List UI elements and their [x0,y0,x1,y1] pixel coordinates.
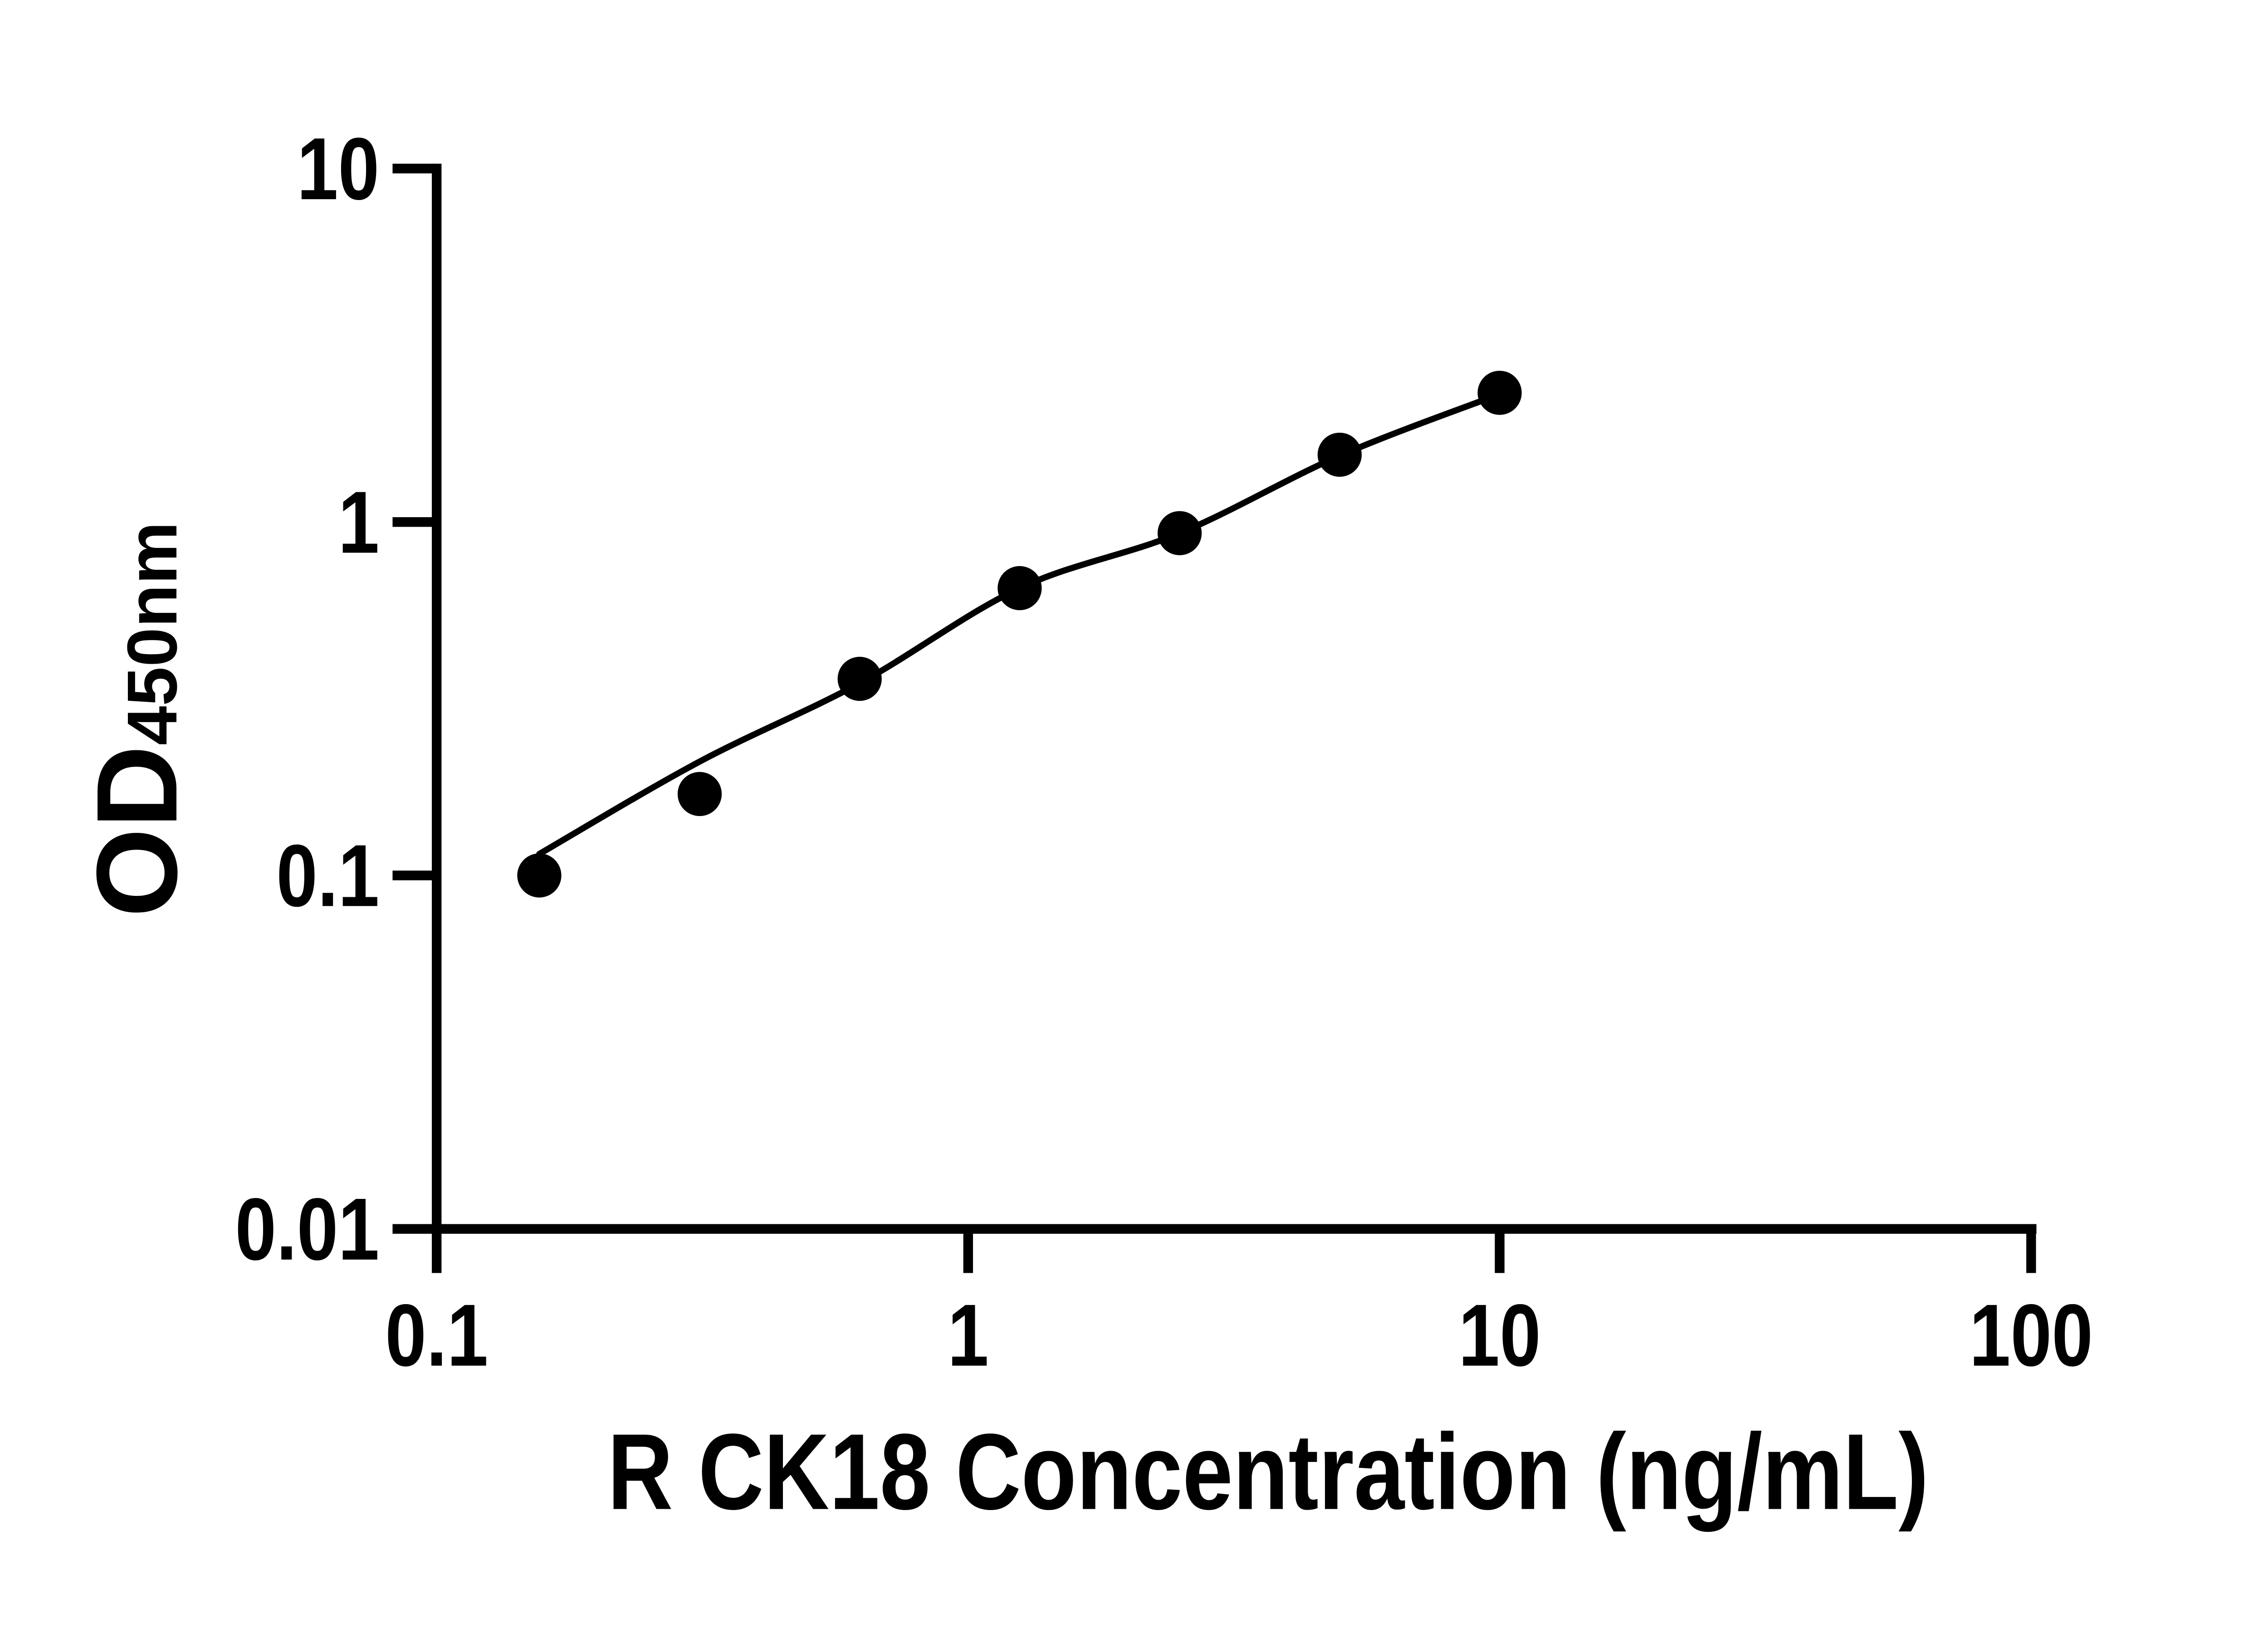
y-axis-title: OD450nm [73,522,201,917]
y-tick-label-1: 1 [338,473,379,572]
x-tick-label-100: 100 [1970,1286,2093,1385]
data-point-marker [1158,511,1202,555]
axes [431,163,2037,1234]
y-axis-ticks: 10 1 0.1 0.01 [235,120,437,1279]
x-tick-label-1: 1 [948,1286,989,1385]
y-tick-label-0.1: 0.1 [276,826,379,925]
x-tick-label-10: 10 [1458,1286,1541,1385]
y-tick-label-0.01: 0.01 [235,1180,379,1279]
data-point-marker [517,853,562,898]
x-tick-label-0.1: 0.1 [385,1286,488,1385]
y-axis-title-sub: 450nm [112,522,191,745]
data-points [517,371,1522,898]
data-point-marker [837,656,882,701]
data-point-marker [997,566,1042,611]
data-point-marker [1477,371,1522,415]
y-axis-title-main: OD [73,745,201,917]
x-axis-title: R CK18 Concentration (ng/mL) [607,1411,1929,1532]
plot-area [517,371,1522,898]
data-point-marker [677,772,722,816]
y-tick-label-10: 10 [297,120,380,219]
x-axis-ticks: 0.1 1 10 100 [385,1229,2093,1385]
data-point-marker [1317,432,1362,477]
